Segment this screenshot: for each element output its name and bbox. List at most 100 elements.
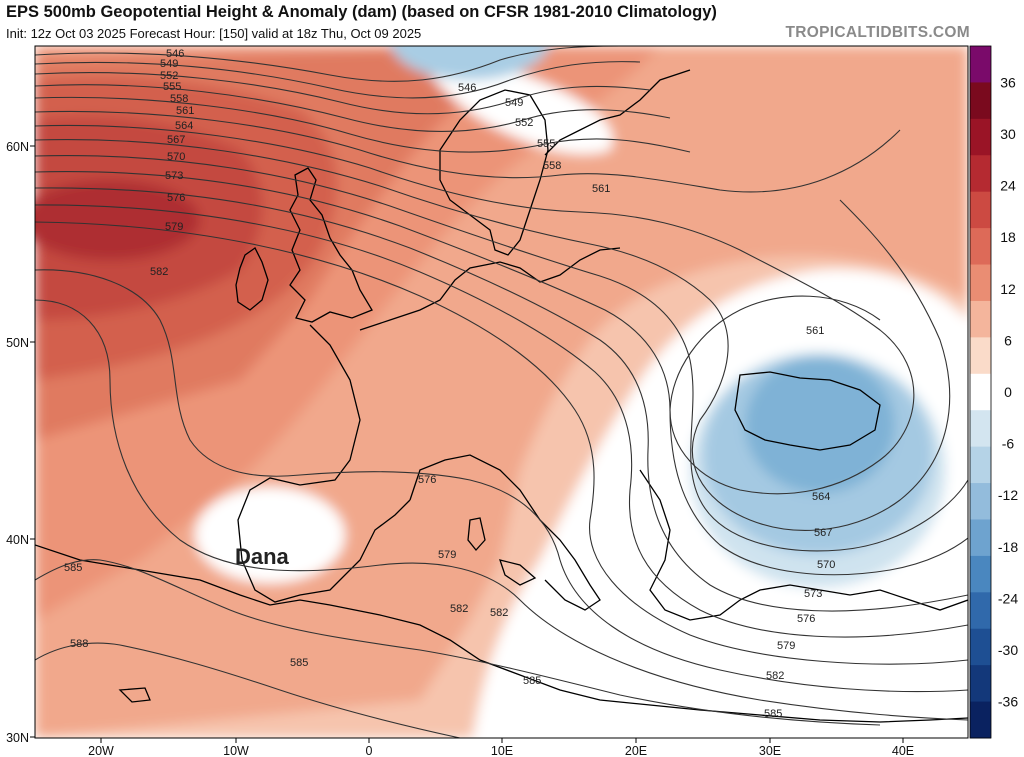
colorbar-tick-label: 18 bbox=[1000, 229, 1016, 245]
contour-label: 558 bbox=[543, 160, 561, 172]
colorbar-swatch bbox=[970, 300, 991, 338]
lat-label: 30N bbox=[6, 731, 29, 745]
great-britain-coast bbox=[289, 167, 373, 323]
contour-label: 552 bbox=[515, 117, 533, 129]
lon-label: 20E bbox=[625, 744, 647, 757]
contour-label: 576 bbox=[797, 613, 815, 625]
contour-labels: 546 549 552 555 558 561 564 567 570 573 … bbox=[64, 48, 835, 720]
contour-label: 585 bbox=[290, 657, 308, 669]
contour-label: 573 bbox=[804, 588, 822, 600]
contour-label: 567 bbox=[814, 527, 832, 539]
ireland-coast bbox=[235, 247, 269, 311]
contour-label: 576 bbox=[418, 474, 436, 486]
colorbar-swatch bbox=[970, 555, 991, 593]
scandinavia-coast bbox=[439, 89, 549, 256]
lat-label: 50N bbox=[6, 336, 29, 350]
colorbar-swatch bbox=[970, 155, 991, 193]
map-area: 546 549 552 555 558 561 564 567 570 573 … bbox=[35, 46, 968, 738]
colorbar-swatch bbox=[970, 410, 991, 448]
colorbar-swatch bbox=[970, 118, 991, 156]
contour-label: 549 bbox=[505, 97, 523, 109]
contour-label: 588 bbox=[70, 638, 88, 650]
north-africa-coast bbox=[35, 544, 968, 723]
contour-label: 579 bbox=[777, 640, 795, 652]
anomaly-colorbar: 36 30 24 18 12 6 0 -6 -12 -18 -24 -30 -36 bbox=[969, 45, 1018, 739]
lon-label: 0 bbox=[366, 744, 373, 757]
colorbar-swatch bbox=[970, 446, 991, 484]
colorbar-swatch bbox=[970, 701, 991, 739]
colorbar-tick-label: -24 bbox=[998, 590, 1018, 606]
contour-label: 579 bbox=[165, 221, 183, 233]
contour-label: 546 bbox=[458, 82, 476, 94]
contour-label: 582 bbox=[490, 607, 508, 619]
contour-label: 570 bbox=[167, 151, 185, 163]
colorbar-tick-label: -30 bbox=[998, 642, 1018, 658]
contour-label: 582 bbox=[766, 670, 784, 682]
baltic-coast bbox=[544, 69, 691, 156]
contour-label: 579 bbox=[438, 549, 456, 561]
colorbar-tick-label: -12 bbox=[998, 487, 1018, 503]
colorbar-frame bbox=[969, 45, 992, 739]
black-sea-coast bbox=[734, 371, 881, 451]
colorbar-swatch bbox=[970, 628, 991, 666]
sicily-coast bbox=[499, 559, 537, 586]
colorbar-swatch bbox=[970, 519, 991, 557]
lat-label: 40N bbox=[6, 533, 29, 547]
colorbar-tick-label: -6 bbox=[1002, 436, 1015, 452]
italy-coast bbox=[409, 454, 601, 611]
contour-label: 585 bbox=[523, 675, 541, 687]
colorbar-swatch bbox=[970, 228, 991, 266]
canary-coast bbox=[118, 687, 151, 703]
contour-label: 570 bbox=[817, 559, 835, 571]
latitude-axis: 60N 50N 40N 30N bbox=[6, 140, 35, 745]
colorbar-tick-label: -18 bbox=[998, 539, 1018, 555]
contour-label: 582 bbox=[150, 266, 168, 278]
colorbar-swatch bbox=[970, 592, 991, 630]
contour-label: 564 bbox=[175, 120, 193, 132]
lon-label: 10E bbox=[491, 744, 513, 757]
contour-label: 546 bbox=[166, 48, 184, 60]
contour-label: 585 bbox=[64, 562, 82, 574]
contour-label: 552 bbox=[160, 70, 178, 82]
colorbar-tick-label: 12 bbox=[1000, 281, 1016, 297]
contour-label: 585 bbox=[764, 708, 782, 720]
brand-watermark: TROPICALTIDBITS.COM bbox=[785, 24, 970, 41]
colorbar-swatch bbox=[970, 665, 991, 703]
contour-label: 549 bbox=[160, 58, 178, 70]
aegean-anatolia-coast bbox=[639, 469, 968, 621]
colorbar-swatch bbox=[970, 337, 991, 375]
contour-label: 582 bbox=[450, 603, 468, 615]
storm-annotation-dana: Dana bbox=[235, 544, 290, 569]
colorbar-swatch bbox=[970, 373, 991, 411]
coastlines bbox=[35, 69, 968, 723]
lon-label: 30E bbox=[759, 744, 781, 757]
lon-label: 10W bbox=[223, 744, 249, 757]
colorbar-swatch bbox=[970, 46, 991, 83]
contour-label: 561 bbox=[592, 183, 610, 195]
colorbar-swatch bbox=[970, 191, 991, 229]
contour-label: 564 bbox=[812, 491, 830, 503]
contour-label: 573 bbox=[165, 170, 183, 182]
chart-title: EPS 500mb Geopotential Height & Anomaly … bbox=[6, 3, 717, 21]
chart-subtitle: Init: 12z Oct 03 2025 Forecast Hour: [15… bbox=[6, 26, 422, 41]
colorbar-tick-label: 6 bbox=[1004, 332, 1012, 348]
colorbar-tick-label: 0 bbox=[1004, 384, 1012, 400]
lon-label: 20W bbox=[88, 744, 114, 757]
contour-label: 561 bbox=[176, 105, 194, 117]
lon-label: 40E bbox=[892, 744, 914, 757]
contour-label: 555 bbox=[537, 138, 555, 150]
chart-header: EPS 500mb Geopotential Height & Anomaly … bbox=[0, 0, 1024, 46]
colorbar-tick-label: 30 bbox=[1000, 126, 1016, 142]
height-contours bbox=[35, 46, 968, 738]
contour-label: 558 bbox=[170, 93, 188, 105]
sardinia-coast bbox=[467, 517, 486, 552]
colorbar-swatch bbox=[970, 82, 991, 120]
colorbar-tick-label: 36 bbox=[1000, 74, 1016, 90]
contour-label: 555 bbox=[163, 81, 181, 93]
longitude-axis: 20W 10W 0 10E 20E 30E 40E bbox=[88, 738, 914, 757]
colorbar-swatch bbox=[970, 264, 991, 302]
colorbar-tick-label: -36 bbox=[998, 694, 1018, 710]
north-europe-coast bbox=[359, 247, 621, 331]
anomaly-shading bbox=[35, 46, 968, 738]
